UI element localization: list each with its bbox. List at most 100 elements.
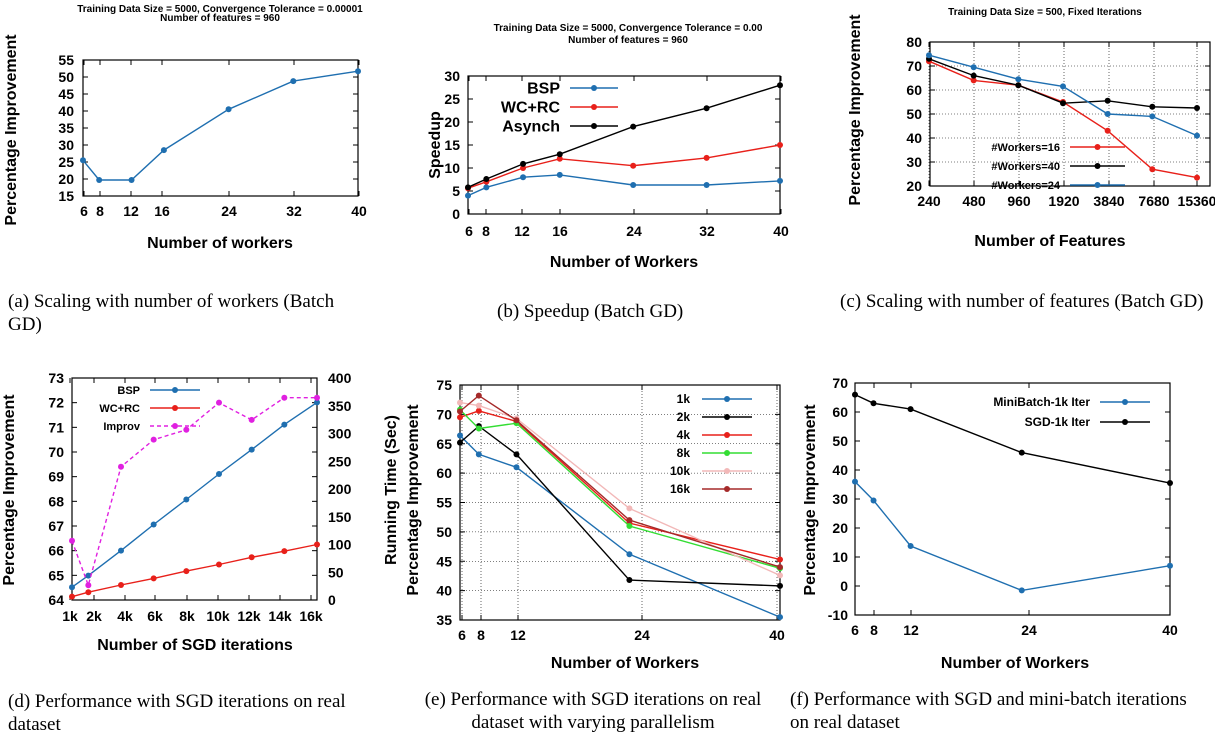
data-point xyxy=(1018,587,1025,594)
caption-d: (d) Performance with SGD iterations on r… xyxy=(8,691,346,735)
x-axis-label: Number of Workers xyxy=(551,655,699,672)
series-line-main xyxy=(82,70,359,181)
data-point xyxy=(248,554,255,561)
legend-label: #Workers=24 xyxy=(991,180,1060,192)
caption-e: (e) Performance with SGD iterations on r… xyxy=(424,689,762,733)
x-tick-label: 24 xyxy=(626,223,642,239)
series-line--workers-24 xyxy=(928,54,1198,137)
y-axis-label: Percentage Improvement xyxy=(3,34,20,226)
data-point xyxy=(80,157,86,164)
series-line-1k xyxy=(459,435,781,618)
y-tick-label: 0 xyxy=(452,206,460,222)
y2-axis-label: Running Time (Sec) xyxy=(383,415,400,565)
data-point xyxy=(703,182,710,189)
series-line--workers-16 xyxy=(928,60,1198,179)
data-point xyxy=(907,406,914,413)
y-tick-label: 15 xyxy=(444,137,460,153)
data-point xyxy=(85,572,92,579)
y-tick-label: 40 xyxy=(906,130,922,146)
x-tick-label: 40 xyxy=(351,203,367,219)
data-point xyxy=(355,68,361,75)
y2-tick-label: 100 xyxy=(328,537,352,553)
x-tick-label: 8 xyxy=(482,223,490,239)
legend-label: 8k xyxy=(677,446,691,460)
data-point xyxy=(1149,113,1156,120)
x-tick-label: 24 xyxy=(634,627,650,643)
data-point xyxy=(475,425,482,432)
legend-marker xyxy=(724,450,730,456)
x-tick-label: 1k xyxy=(62,608,78,624)
data-point xyxy=(556,151,563,158)
data-point xyxy=(1015,82,1022,89)
x-tick-label: 7680 xyxy=(1138,193,1169,209)
plot-frame xyxy=(854,382,1171,616)
legend-marker xyxy=(724,486,730,492)
data-point xyxy=(970,72,977,79)
y-tick-label: 10 xyxy=(444,160,460,176)
data-point xyxy=(216,561,222,568)
data-point xyxy=(475,407,482,414)
y-tick-label: 66 xyxy=(48,543,64,559)
data-point xyxy=(852,478,858,485)
data-point xyxy=(777,572,783,579)
data-point xyxy=(626,523,633,529)
y-tick-label: 75 xyxy=(436,377,452,393)
data-point xyxy=(248,416,255,423)
data-point xyxy=(520,160,527,167)
y-tick-label: 40 xyxy=(436,583,452,599)
x-axis-label: Number of Workers xyxy=(550,254,698,271)
y-tick-label: 25 xyxy=(444,91,460,107)
y-tick-label: 65 xyxy=(436,436,452,452)
data-point xyxy=(556,155,563,162)
y-tick-label: 40 xyxy=(58,103,74,119)
data-point xyxy=(1194,174,1200,181)
x-tick-label: 3840 xyxy=(1093,193,1124,209)
x-tick-label: 6 xyxy=(465,223,473,239)
y-tick-label: 30 xyxy=(58,137,74,153)
y2-tick-label: 250 xyxy=(328,453,352,469)
data-point xyxy=(150,575,157,582)
chart-title: Training Data Size = 5000, Convergence T… xyxy=(494,23,763,34)
legend-label: SGD-1k Iter xyxy=(1025,415,1091,429)
data-point xyxy=(483,176,490,183)
data-point xyxy=(1194,132,1200,139)
x-tick-label: 32 xyxy=(699,223,715,239)
x-tick-label: 40 xyxy=(1162,622,1178,638)
x-tick-label: 6 xyxy=(851,622,859,638)
data-point xyxy=(1104,97,1111,104)
y-tick-label: 70 xyxy=(906,58,922,74)
x-tick-label: 16k xyxy=(299,608,323,624)
legend-marker xyxy=(1094,182,1101,188)
y-tick-label: 70 xyxy=(48,444,64,460)
chart-title: Training Data Size = 5000, Convergence T… xyxy=(77,4,363,15)
data-point xyxy=(703,105,710,112)
data-point xyxy=(556,171,563,178)
legend-label: Improv xyxy=(103,421,141,433)
y-tick-label: 50 xyxy=(58,69,74,85)
data-point xyxy=(926,52,932,59)
data-point xyxy=(85,589,92,596)
data-point xyxy=(118,582,124,589)
legend-label: 10k xyxy=(670,464,690,478)
legend-marker xyxy=(172,423,178,429)
y-tick-label: 69 xyxy=(48,469,64,485)
data-point xyxy=(475,392,482,399)
data-point xyxy=(970,77,977,84)
data-point xyxy=(1015,76,1022,83)
data-point xyxy=(118,463,124,470)
data-point xyxy=(907,542,914,549)
y-tick-label: 30 xyxy=(832,491,848,507)
x-tick-label: 32 xyxy=(286,203,302,219)
data-point xyxy=(777,142,783,148)
y-tick-label: 70 xyxy=(436,406,452,422)
x-axis-label: Number of Workers xyxy=(941,655,1089,672)
data-point xyxy=(69,584,75,591)
series-line-bsp xyxy=(467,174,781,197)
data-point xyxy=(630,162,637,169)
data-point xyxy=(703,154,710,161)
caption-f: (f) Performance with SGD and mini-batch … xyxy=(790,689,1187,733)
data-point xyxy=(314,541,320,548)
y-tick-label: 64 xyxy=(48,592,64,608)
data-point xyxy=(870,400,877,407)
